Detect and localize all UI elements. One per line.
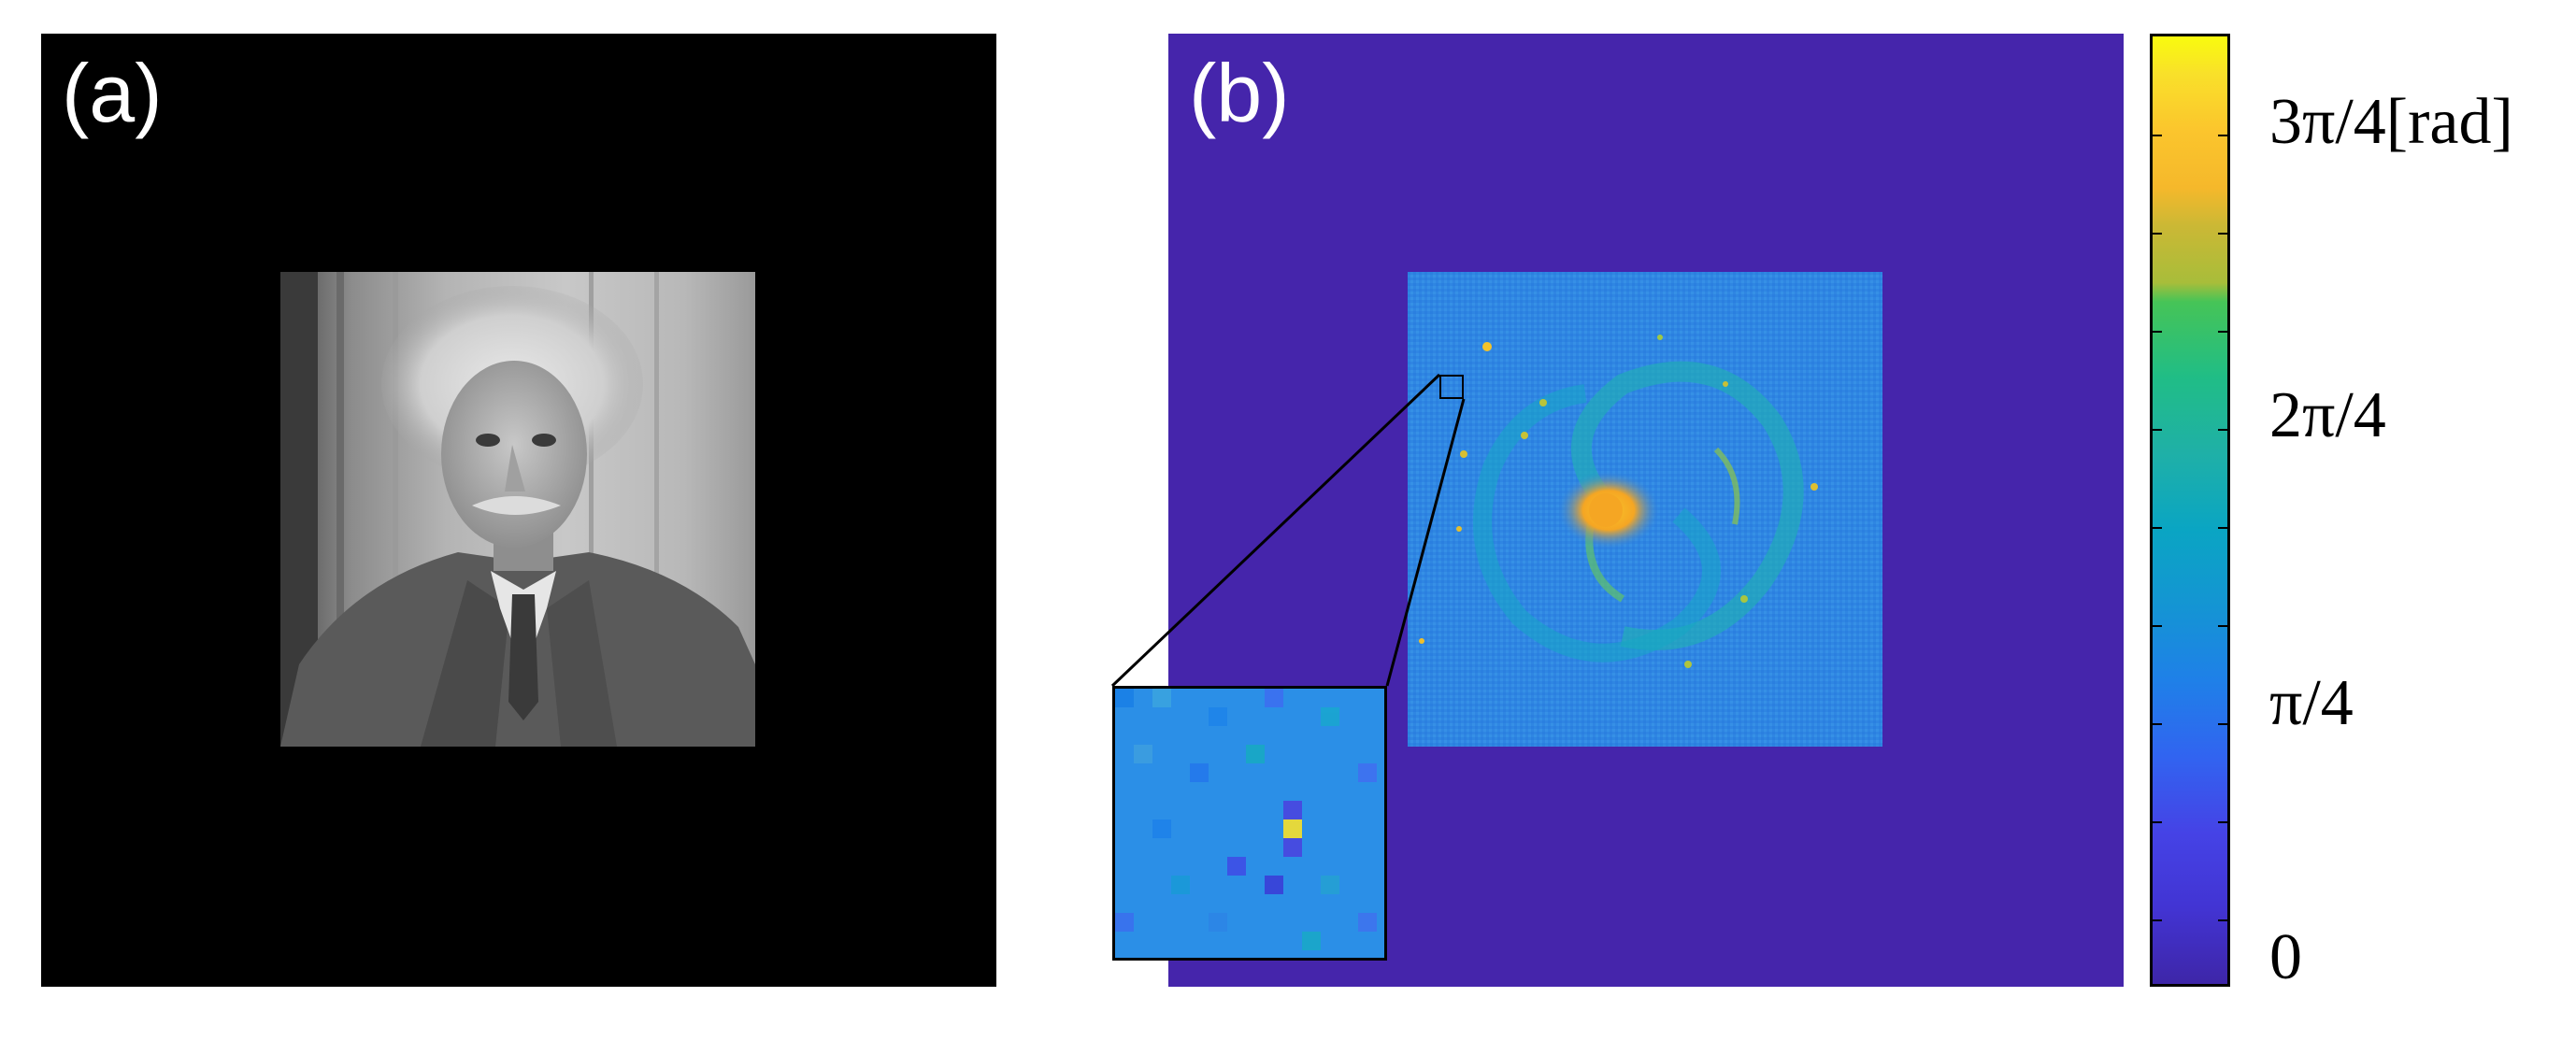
portrait-photo xyxy=(280,272,755,747)
galaxy-phase-image xyxy=(1408,272,1882,747)
colorbar-label-3pi4: 3π/4[rad] xyxy=(2269,86,2513,158)
colorbar-label-2pi4: 2π/4 xyxy=(2269,379,2386,451)
colorbar-tick xyxy=(2153,919,2162,921)
colorbar-tick xyxy=(2153,135,2162,136)
zoom-region-marker xyxy=(1439,375,1464,399)
zoom-inset xyxy=(1112,686,1387,961)
colorbar-label-0: 0 xyxy=(2269,921,2302,993)
colorbar-label-pi4: π/4 xyxy=(2269,667,2354,739)
colorbar-tick xyxy=(2153,331,2162,333)
colorbar-tick xyxy=(2153,527,2162,529)
panel-a-label: (a) xyxy=(62,47,163,139)
galaxy-drawing xyxy=(1408,272,1882,747)
colorbar-tick xyxy=(2153,625,2162,627)
colorbar-tick xyxy=(2218,821,2227,823)
colorbar-tick xyxy=(2218,919,2227,921)
colorbar-tick xyxy=(2218,723,2227,725)
colorbar-tick xyxy=(2218,625,2227,627)
panel-a-image: (a) xyxy=(41,34,996,987)
panel-b-phase-map: (b) xyxy=(1168,34,2124,987)
colorbar-tick xyxy=(2153,233,2162,235)
colorbar-tick xyxy=(2218,429,2227,431)
colorbar-tick xyxy=(2218,233,2227,235)
colorbar-tick xyxy=(2218,331,2227,333)
panel-b-label: (b) xyxy=(1189,47,1290,139)
colorbar-tick xyxy=(2153,723,2162,725)
colorbar-tick xyxy=(2218,527,2227,529)
inset-pixels xyxy=(1115,689,1384,958)
colorbar-tick xyxy=(2218,135,2227,136)
colorbar-tick xyxy=(2153,429,2162,431)
portrait-drawing xyxy=(280,272,755,747)
colorbar xyxy=(2150,34,2230,987)
colorbar-tick xyxy=(2153,821,2162,823)
